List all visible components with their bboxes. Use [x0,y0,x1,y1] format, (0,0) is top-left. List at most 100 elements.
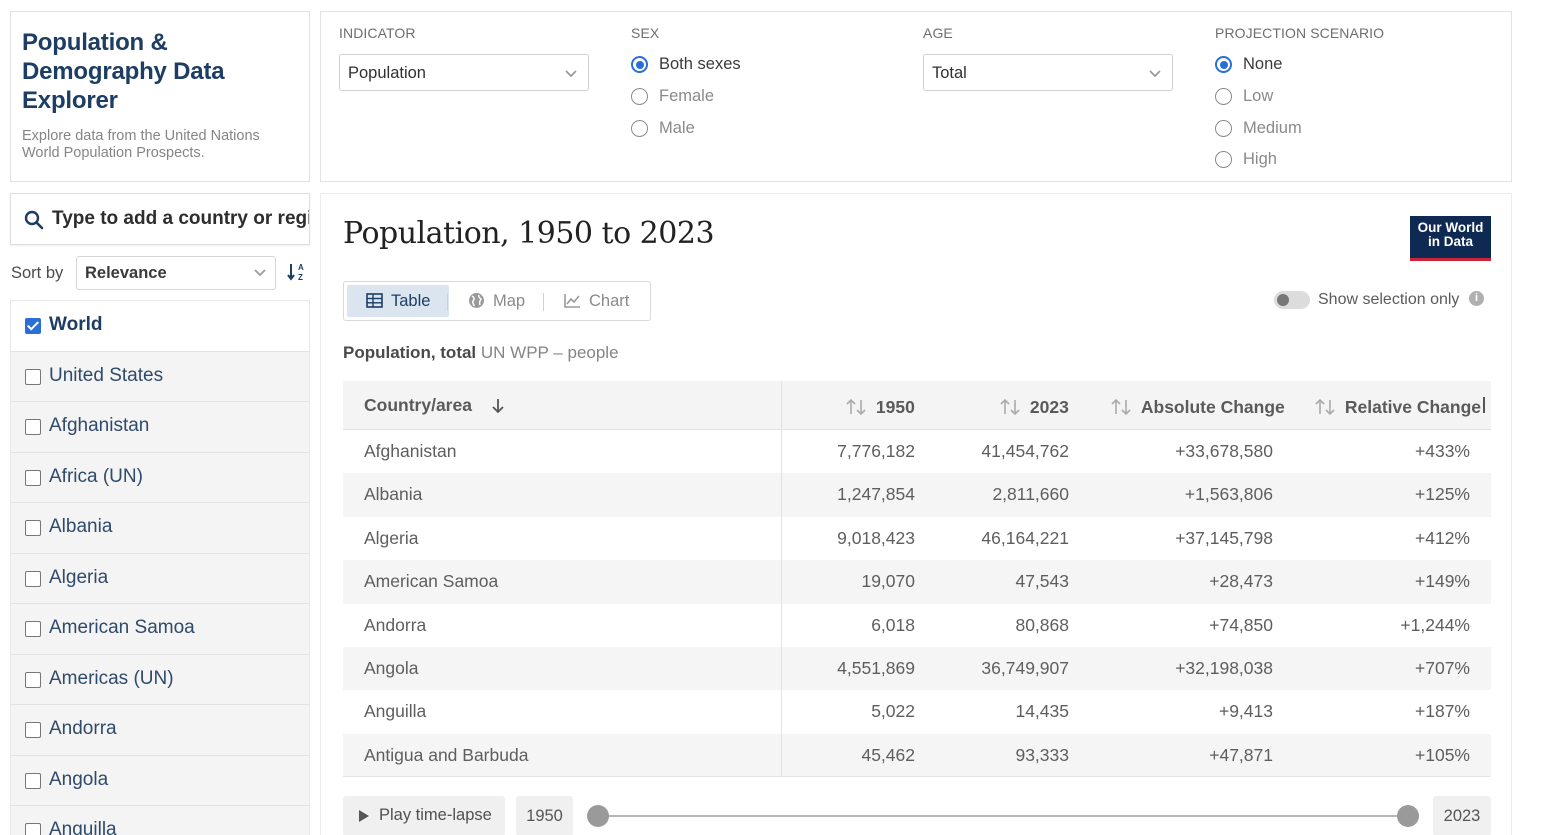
entity-checkbox[interactable] [25,419,41,435]
table-row[interactable]: Angola 4,551,869 36,749,907 +32,198,038 +707… [343,647,1491,691]
radio-button[interactable] [631,120,648,137]
sort-direction-icon[interactable]: A Z [287,262,309,282]
radio-button[interactable] [1215,151,1232,168]
svg-text:A: A [298,263,304,272]
entity-checkbox[interactable] [25,671,41,688]
entity-checkbox[interactable] [25,772,41,789]
entity-list-item[interactable]: World [11,301,309,352]
entity-list-item[interactable]: Algeria [11,553,309,604]
col-header-2023[interactable]: 2023 [999,395,1069,418]
sex-label: SEX [631,25,660,41]
entity-checkbox[interactable] [25,621,41,637]
tab-chart-label: Chart [589,292,630,310]
entity-name: Andorra [49,718,117,739]
col-header-relative-change[interactable]: Relative Change [1314,395,1481,418]
timeline-start-handle[interactable] [587,805,609,827]
main-panel: Population, 1950 to 2023 Our World in Da… [320,193,1512,835]
entity-list-item[interactable]: Americas (UN) [11,654,309,705]
table-row[interactable]: Andorra 6,018 80,868 +74,850 +1,244% [343,604,1491,647]
table-cell-value: +33,678,580 [1175,441,1273,461]
entity-list-item[interactable]: Albania [11,503,309,554]
entity-list-item[interactable]: Angola [11,755,309,806]
radio-button[interactable] [631,56,648,73]
indicator-label: INDICATOR [339,25,416,41]
table-cell-value: 36,749,907 [981,658,1069,678]
table-cell-value: 4,551,869 [837,658,915,678]
table-cell-country: Albania [364,484,423,505]
chevron-down-icon [254,269,266,277]
table-row[interactable]: Antigua and Barbuda 45,462 93,333 +47,871 +1… [343,733,1491,776]
table-cell-country: Afghanistan [364,441,457,461]
entity-checkbox[interactable] [25,520,41,536]
entity-list-item[interactable]: Afghanistan [11,402,309,453]
table-cell-value: 1,247,854 [837,484,915,505]
radio-button[interactable] [631,88,648,105]
table-cell-value: 93,333 [1015,744,1069,765]
entity-checkbox[interactable] [25,823,41,835]
entity-list-item[interactable]: Andorra [11,705,309,756]
entity-list-item[interactable]: American Samoa [11,604,309,655]
table-row[interactable]: Anguilla 5,022 14,435 +9,413 +187% [343,690,1491,733]
table-cell-value: +433% [1415,441,1470,461]
entity-checkbox[interactable] [25,318,41,334]
table-cell-value: 19,070 [861,571,915,592]
radio-button[interactable] [1215,88,1232,105]
age-dropdown[interactable]: Total [923,54,1173,91]
table-row[interactable]: Albania 1,247,854 2,811,660 +1,563,806 +125% [343,473,1491,517]
table-cell-country: Algeria [364,527,419,548]
show-selection-toggle[interactable] [1274,291,1310,309]
table-cell-value: +125% [1415,484,1470,505]
radio-button[interactable] [1215,120,1232,137]
entity-list-item[interactable]: United States [11,351,309,402]
subtitle-source: UN WPP – people [480,343,619,362]
table-row[interactable]: American Samoa 19,070 47,543 +28,473 +149% [343,560,1491,604]
col-header-relative-change-label: Relative Change [1344,397,1482,417]
entity-checkbox[interactable] [25,368,41,385]
indicator-dropdown[interactable]: Population [339,54,589,91]
show-selection-label: Show selection only [1318,291,1460,308]
owid-logo-line2: in Data [1427,234,1473,249]
end-year-box[interactable]: 2023 [1433,796,1491,835]
column-resize-handle[interactable] [1483,397,1485,413]
table-cell-value: 14,435 [1015,701,1069,722]
sort-select[interactable]: Relevance [76,256,276,290]
entity-checkbox[interactable] [25,469,41,486]
table-cell-value: +1,244% [1400,614,1470,635]
tab-table[interactable]: Table [347,285,449,317]
owid-logo[interactable]: Our World in Data [1410,216,1491,261]
tab-map[interactable]: Map [449,285,541,317]
col-header-absolute-change[interactable]: Absolute Change [1110,395,1285,418]
entity-checkbox[interactable] [25,570,41,587]
start-year-box[interactable]: 1950 [516,796,573,835]
entity-list-item[interactable]: Anguilla [11,806,309,835]
entity-checkbox[interactable] [25,722,41,738]
radio-label: Medium [1243,119,1302,137]
entity-search-input[interactable] [52,204,309,234]
radio-button[interactable] [1215,56,1232,73]
table-row[interactable]: Algeria 9,018,423 46,164,221 +37,145,798 +41… [343,517,1491,560]
timeline-track[interactable] [599,815,1409,817]
entity-name: Albania [49,516,113,537]
col-header-country[interactable]: Country/area [364,395,504,416]
table-cell-country: Angola [364,658,419,678]
entity-list-item[interactable]: Africa (UN) [11,452,309,503]
svg-text:Z: Z [298,273,303,282]
entity-name: Afghanistan [49,415,150,436]
table-cell-value: +9,413 [1218,701,1273,722]
play-timelapse-button[interactable]: Play time-lapse [343,796,505,835]
entity-search-box[interactable] [10,193,310,245]
table-row[interactable]: Afghanistan 7,776,182 41,454,762 +33,678,58… [343,430,1491,473]
info-icon[interactable]: i [1469,291,1484,306]
table-cell-value: 46,164,221 [981,527,1069,548]
tab-table-label: Table [391,292,431,310]
tab-chart[interactable]: Chart [545,285,645,317]
table-cell-value: +37,145,798 [1175,527,1273,548]
entity-name: Africa (UN) [49,465,143,487]
col-header-1950[interactable]: 1950 [845,395,915,418]
entity-name: World [49,314,103,335]
table-cell-value: +47,871 [1209,744,1273,765]
table-cell-value: +28,473 [1209,571,1273,592]
chevron-down-icon [1149,70,1161,78]
timeline-end-handle[interactable] [1397,805,1419,827]
controls-bar: INDICATOR Population SEX Both sexes Femal… [320,11,1512,182]
